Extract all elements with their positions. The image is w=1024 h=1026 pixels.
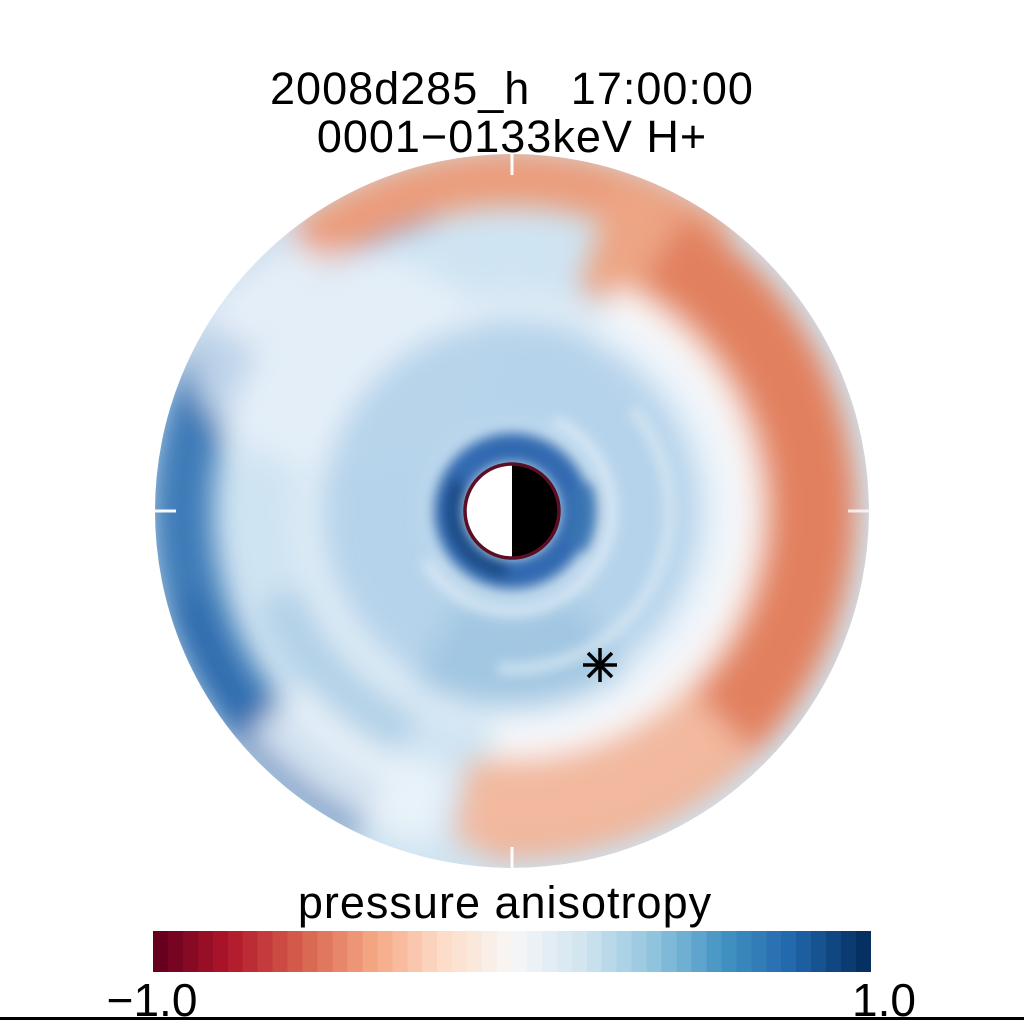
plot-title-energy-species: 0001−0133keV H+ [316,111,708,162]
earth-glyph [463,462,561,560]
colorbar-max-label: 1.0 [852,974,916,1026]
asterisk-marker [583,648,617,682]
colorbar-min-label: −1.0 [106,974,198,1026]
bottom-divider-line [0,1017,1024,1020]
edge-ticks [155,154,869,868]
inner-ring-features [421,406,675,674]
earth-dayside [465,464,512,558]
anisotropy-polar-plot [155,154,869,868]
colorbar-title: pressure anisotropy [297,877,713,928]
colorbar-gradient [153,931,871,972]
plot-title-run-time: 2008d285_h 17:00:00 [270,63,754,114]
anisotropy-field [155,154,858,858]
earth-nightside [512,464,559,558]
earth-outline [463,462,561,560]
